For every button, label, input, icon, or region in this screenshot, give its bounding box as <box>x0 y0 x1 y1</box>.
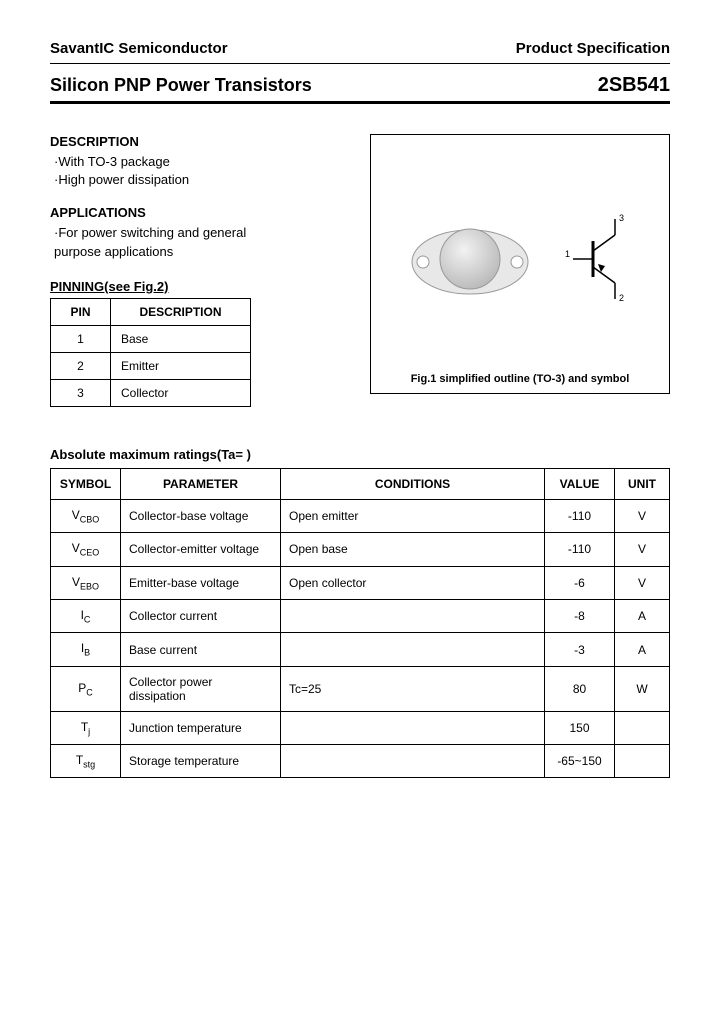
title-row: Silicon PNP Power Transistors 2SB541 <box>50 74 670 97</box>
table-row: VCEO Collector-emitter voltage Open base… <box>51 533 670 566</box>
cell-unit: V <box>615 533 670 566</box>
table-header-row: SYMBOL PARAMETER CONDITIONS VALUE UNIT <box>51 468 670 499</box>
symbol-pin3-label: 3 <box>619 213 624 223</box>
col-symbol: SYMBOL <box>51 468 121 499</box>
cell-unit: V <box>615 566 670 599</box>
cell-cond: Tc=25 <box>281 666 545 711</box>
pin-desc: Base <box>111 325 251 352</box>
cell-value: -6 <box>545 566 615 599</box>
page-header: SavantIC Semiconductor Product Specifica… <box>50 40 670 57</box>
description-heading: DESCRIPTION <box>50 134 350 149</box>
spec-label: Product Specification <box>516 40 670 57</box>
pin-desc: Collector <box>111 379 251 406</box>
table-row: IB Base current -3 A <box>51 633 670 666</box>
table-row: 3 Collector <box>51 379 251 406</box>
figure-box: 1 3 2 Fig.1 simplified outline (TO-3) an… <box>370 134 670 394</box>
cell-cond <box>281 633 545 666</box>
cell-unit <box>615 711 670 744</box>
desc-line: ·With TO-3 package <box>54 153 350 171</box>
ratings-heading: Absolute maximum ratings(Ta= ) <box>50 447 670 462</box>
cell-value: -8 <box>545 599 615 632</box>
col-unit: UNIT <box>615 468 670 499</box>
cell-unit <box>615 745 670 778</box>
col-value: VALUE <box>545 468 615 499</box>
cell-cond: Open base <box>281 533 545 566</box>
figure-column: 1 3 2 Fig.1 simplified outline (TO-3) an… <box>370 134 670 407</box>
cell-cond: Open collector <box>281 566 545 599</box>
divider-title <box>50 101 670 104</box>
cell-cond <box>281 711 545 744</box>
pin-desc: Emitter <box>111 352 251 379</box>
cell-symbol: PC <box>51 666 121 711</box>
cell-symbol: VCBO <box>51 499 121 532</box>
pin-num: 3 <box>51 379 111 406</box>
cell-param: Junction temperature <box>121 711 281 744</box>
app-line: purpose applications <box>54 243 350 261</box>
table-row: VEBO Emitter-base voltage Open collector… <box>51 566 670 599</box>
cell-value: -110 <box>545 533 615 566</box>
symbol-pin1-label: 1 <box>565 249 570 259</box>
cell-value: 150 <box>545 711 615 744</box>
company-name: SavantIC Semiconductor <box>50 40 228 57</box>
desc-line: ·High power dissipation <box>54 171 350 189</box>
table-row: 1 Base <box>51 325 251 352</box>
cell-symbol: IC <box>51 599 121 632</box>
pin-num: 1 <box>51 325 111 352</box>
table-row: VCBO Collector-base voltage Open emitter… <box>51 499 670 532</box>
table-row: Tstg Storage temperature -65~150 <box>51 745 670 778</box>
pinning-heading: PINNING(see Fig.2) <box>50 279 350 294</box>
cell-cond: Open emitter <box>281 499 545 532</box>
cell-unit: V <box>615 499 670 532</box>
ratings-table: SYMBOL PARAMETER CONDITIONS VALUE UNIT V… <box>50 468 670 779</box>
col-parameter: PARAMETER <box>121 468 281 499</box>
table-header-row: PIN DESCRIPTION <box>51 298 251 325</box>
col-conditions: CONDITIONS <box>281 468 545 499</box>
cell-unit: A <box>615 599 670 632</box>
table-row: 2 Emitter <box>51 352 251 379</box>
figure-caption: Fig.1 simplified outline (TO-3) and symb… <box>411 373 630 385</box>
top-section: DESCRIPTION ·With TO-3 package ·High pow… <box>50 134 670 407</box>
cell-param: Collector power dissipation <box>121 666 281 711</box>
cell-value: -3 <box>545 633 615 666</box>
cell-param: Collector-emitter voltage <box>121 533 281 566</box>
cell-cond <box>281 599 545 632</box>
package-outline-icon <box>405 204 535 314</box>
cell-symbol: VCEO <box>51 533 121 566</box>
table-row: Tj Junction temperature 150 <box>51 711 670 744</box>
cell-symbol: Tstg <box>51 745 121 778</box>
cell-symbol: Tj <box>51 711 121 744</box>
pinning-table: PIN DESCRIPTION 1 Base 2 Emitter 3 Colle… <box>50 298 251 407</box>
divider-top <box>50 63 670 64</box>
cell-param: Storage temperature <box>121 745 281 778</box>
figure-content: 1 3 2 <box>371 135 669 373</box>
cell-value: 80 <box>545 666 615 711</box>
cell-param: Collector current <box>121 599 281 632</box>
table-row: PC Collector power dissipation Tc=25 80 … <box>51 666 670 711</box>
transistor-symbol-icon: 1 3 2 <box>565 209 635 309</box>
cell-cond <box>281 745 545 778</box>
app-line: ·For power switching and general <box>54 224 350 242</box>
cell-unit: A <box>615 633 670 666</box>
cell-symbol: VEBO <box>51 566 121 599</box>
cell-param: Emitter-base voltage <box>121 566 281 599</box>
product-title: Silicon PNP Power Transistors <box>50 75 312 96</box>
applications-heading: APPLICATIONS <box>50 205 350 220</box>
cell-symbol: IB <box>51 633 121 666</box>
col-pin: PIN <box>51 298 111 325</box>
cell-value: -110 <box>545 499 615 532</box>
left-column: DESCRIPTION ·With TO-3 package ·High pow… <box>50 134 350 407</box>
cell-param: Base current <box>121 633 281 666</box>
cell-param: Collector-base voltage <box>121 499 281 532</box>
cell-unit: W <box>615 666 670 711</box>
symbol-pin2-label: 2 <box>619 293 624 303</box>
cell-value: -65~150 <box>545 745 615 778</box>
part-number: 2SB541 <box>598 74 670 97</box>
table-row: IC Collector current -8 A <box>51 599 670 632</box>
pin-num: 2 <box>51 352 111 379</box>
col-desc: DESCRIPTION <box>111 298 251 325</box>
